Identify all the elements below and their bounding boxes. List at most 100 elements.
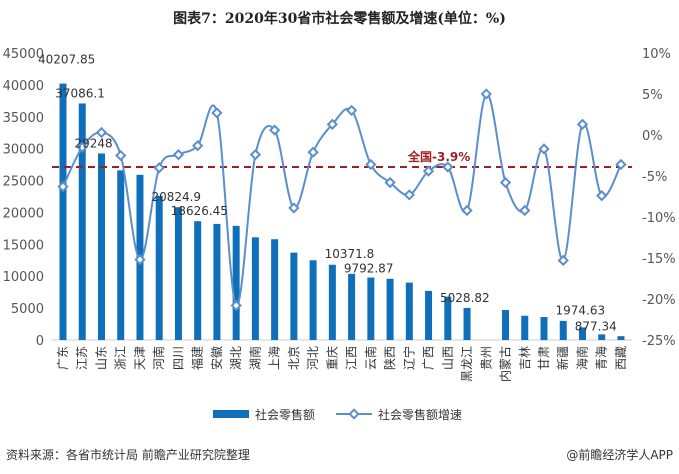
y-right-tick: -5%: [642, 170, 667, 185]
growth-marker: [249, 149, 262, 161]
growth-marker: [153, 162, 165, 174]
x-tick-label: 内蒙古: [498, 346, 513, 382]
bar-data-label: 20824.9: [151, 190, 201, 204]
growth-marker: [345, 104, 358, 117]
bar-data-label: 29248: [74, 136, 112, 150]
x-tick-label: 湖南: [247, 346, 262, 370]
y-right-tick: 0%: [642, 129, 663, 144]
bar: [598, 334, 606, 340]
y-left-tick: 25000: [3, 175, 44, 190]
brand-credit: @前瞻经济学人APP: [566, 448, 673, 462]
growth-marker: [76, 141, 88, 153]
y-left-tick: 15000: [3, 238, 44, 253]
x-tick-label: 海南: [574, 346, 589, 370]
y-left-tick: 20000: [3, 206, 44, 221]
bar-data-label: 37086.1: [55, 86, 105, 100]
bar: [309, 260, 317, 340]
x-tick-label: 西藏: [614, 346, 628, 370]
x-tick-label: 湖北: [228, 346, 243, 370]
source-note: 资料来源：各省市统计局 前瞻产业研究院整理: [6, 448, 250, 462]
x-tick-label: 陕西: [382, 346, 397, 370]
x-tick-label: 福建: [190, 346, 205, 370]
x-tick-label: 山东: [94, 346, 108, 370]
bar: [174, 207, 182, 340]
y-left-tick: 5000: [11, 302, 44, 317]
bar: [117, 170, 125, 340]
growth-marker: [172, 149, 185, 161]
x-tick-label: 上海: [267, 346, 282, 370]
bar: [78, 103, 86, 340]
growth-marker: [538, 143, 550, 155]
x-tick-label: 四川: [171, 346, 185, 370]
legend-label: 社会零售额增速: [378, 407, 462, 422]
bar: [559, 320, 567, 340]
bar: [367, 277, 375, 340]
y-left-tick: 40000: [3, 79, 44, 94]
bar: [444, 296, 452, 340]
bar: [97, 153, 105, 340]
bar: [194, 221, 202, 340]
bar-data-label: 40207.85: [38, 53, 95, 67]
legend-line-marker: [348, 408, 360, 420]
x-tick-label: 广东: [56, 346, 70, 370]
growth-marker: [115, 149, 127, 162]
growth-marker: [268, 124, 281, 136]
bar: [405, 282, 413, 340]
bar-data-label: 18626.45: [171, 204, 228, 218]
y-left-tick: 45000: [3, 47, 44, 62]
x-tick-label: 天津: [133, 346, 147, 370]
x-tick-label: 甘肃: [537, 346, 551, 370]
bar: [251, 237, 259, 340]
x-tick-label: 贵州: [479, 346, 493, 370]
growth-marker: [288, 202, 300, 214]
growth-marker: [211, 107, 223, 119]
growth-marker: [422, 165, 435, 177]
x-tick-label: 辽宁: [401, 346, 416, 370]
x-tick-label: 河北: [306, 346, 320, 370]
x-tick-label: 云南: [363, 346, 378, 370]
growth-marker: [596, 190, 608, 202]
growth-marker: [192, 140, 204, 152]
x-tick-label: 安徽: [209, 346, 224, 370]
y-right-tick: 5%: [642, 88, 663, 103]
bar: [290, 252, 298, 340]
growth-marker: [307, 146, 319, 158]
x-tick-label: 北京: [287, 346, 301, 370]
chart-title: 图表7：2020年30省市社会零售额及增速(单位：%): [173, 11, 506, 27]
x-tick-label: 青海: [594, 346, 609, 370]
bar: [540, 317, 548, 340]
growth-marker: [230, 299, 242, 312]
y-left-tick: 35000: [3, 111, 44, 126]
y-right-tick: -10%: [642, 211, 676, 226]
x-tick-label: 江苏: [75, 346, 89, 370]
x-tick-label: 新疆: [555, 346, 570, 370]
y-right-tick: -25%: [642, 334, 676, 349]
growth-marker: [95, 126, 108, 139]
growth-marker: [499, 176, 512, 189]
bar: [617, 336, 625, 340]
bar-data-label: 1974.63: [555, 303, 605, 317]
reference-line-label: 全国-3.9%: [407, 149, 470, 164]
growth-marker: [557, 254, 569, 267]
growth-marker: [615, 158, 627, 171]
growth-marker: [134, 253, 146, 266]
bar: [271, 239, 279, 340]
legend-bar-swatch: [213, 410, 249, 418]
x-tick-label: 山西: [441, 346, 455, 370]
bar: [502, 310, 510, 340]
growth-marker: [326, 118, 339, 130]
growth-marker: [365, 158, 377, 171]
growth-marker: [403, 189, 415, 201]
bar-data-label: 10371.8: [325, 247, 375, 261]
bar: [155, 195, 163, 340]
growth-marker: [576, 118, 589, 130]
bar: [348, 273, 356, 340]
growth-marker: [461, 204, 473, 217]
bar: [328, 264, 336, 340]
x-tick-label: 河南: [151, 346, 166, 370]
bar: [521, 315, 529, 340]
x-tick-label: 吉林: [518, 346, 532, 370]
x-tick-label: 江西: [345, 346, 359, 370]
bar: [59, 83, 67, 341]
